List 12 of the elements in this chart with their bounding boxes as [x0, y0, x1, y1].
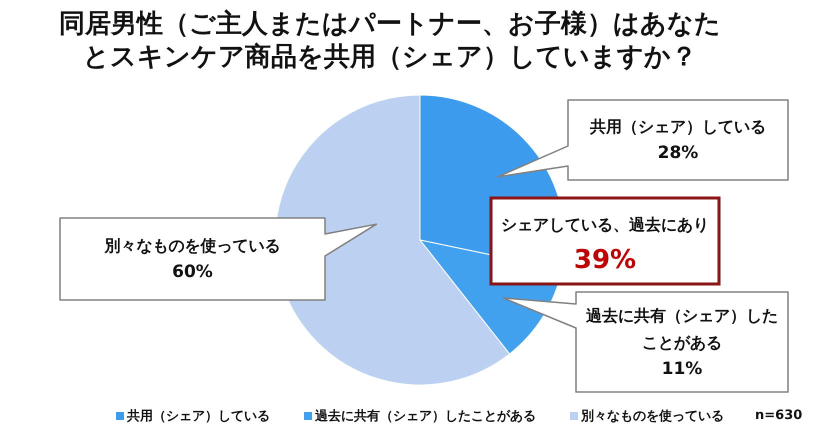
slice-label: 別々なものを使っている	[104, 235, 280, 257]
chart-title: 同居男性（ご主人またはパートナー、お子様）はあなたとスキンケア商品を共用（シェア）していますか？	[58, 8, 722, 74]
data-label: 60%	[172, 261, 213, 284]
text: シェアしている、過去にあり 39%	[501, 215, 709, 275]
slice-label: 過去に共有（シェア）したことがある	[585, 304, 779, 354]
legend-label: 別々なものを使っている	[581, 408, 724, 425]
legend-label: 過去に共有（シェア）したことがある	[315, 408, 536, 425]
legend-label: 共用（シェア）している	[127, 408, 270, 425]
data-label: 11%	[662, 358, 702, 380]
slice-label: 共用（シェア）している	[590, 116, 766, 138]
text: n=630	[755, 408, 802, 423]
data-label: 28%	[658, 142, 698, 165]
